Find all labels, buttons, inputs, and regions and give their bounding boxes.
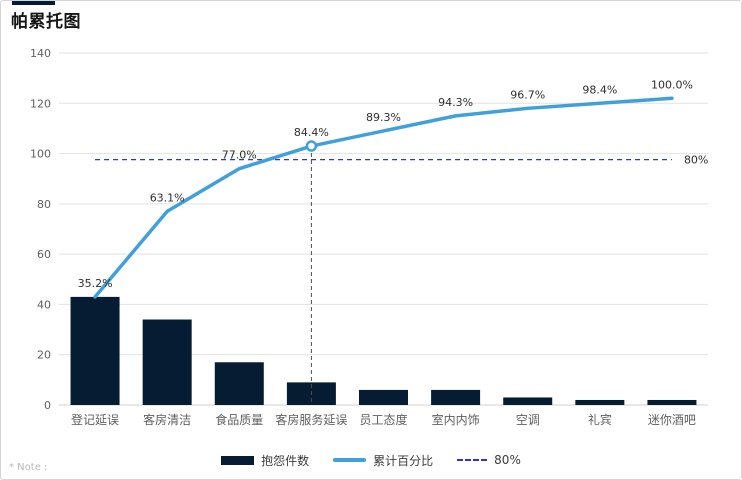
bar[interactable] bbox=[214, 362, 264, 405]
y-axis-tick-label: 100 bbox=[30, 148, 51, 161]
bar-swatch-icon bbox=[221, 455, 255, 465]
bar[interactable] bbox=[647, 399, 697, 405]
x-axis-category-label: 登记延误 bbox=[71, 412, 119, 427]
x-axis-category-label: 礼宾 bbox=[588, 412, 612, 427]
line-swatch-icon bbox=[333, 458, 367, 462]
y-axis-tick-label: 120 bbox=[30, 97, 51, 110]
x-axis-category-label: 室内内饰 bbox=[432, 412, 480, 427]
bar[interactable] bbox=[503, 397, 553, 405]
y-axis-tick-label: 40 bbox=[37, 298, 51, 311]
legend-label: 累计百分比 bbox=[373, 453, 434, 468]
line-marker[interactable] bbox=[305, 140, 318, 152]
reference-line-label: 80% bbox=[684, 154, 708, 167]
bar[interactable] bbox=[70, 296, 120, 405]
data-label: 63.1% bbox=[150, 191, 185, 204]
data-label: 94.3% bbox=[438, 96, 473, 109]
y-axis-tick-label: 60 bbox=[37, 248, 51, 261]
chart-legend: 抱怨件数 累计百分比 80% bbox=[1, 448, 741, 472]
cumulative-line bbox=[93, 96, 674, 299]
legend-item-cumulative-percent[interactable]: 累计百分比 bbox=[333, 452, 433, 469]
bar[interactable] bbox=[359, 389, 408, 405]
data-label: 77.0% bbox=[222, 149, 257, 162]
legend-label: 80% bbox=[494, 453, 521, 467]
y-axis-tick-label: 20 bbox=[37, 349, 51, 362]
bar[interactable] bbox=[142, 319, 192, 405]
data-label: 35.2% bbox=[78, 277, 113, 290]
y-axis-tick-label: 80 bbox=[37, 198, 51, 211]
x-axis-category-label: 迷你酒吧 bbox=[648, 413, 696, 427]
dash-swatch-icon bbox=[457, 459, 488, 461]
y-axis-tick-label: 0 bbox=[44, 399, 51, 412]
x-axis-category-label: 客房服务延误 bbox=[275, 412, 347, 427]
data-label: 96.7% bbox=[510, 88, 545, 101]
data-label: 98.4% bbox=[582, 83, 617, 96]
footnote: * Note : bbox=[9, 462, 48, 473]
y-axis-tick-label: 140 bbox=[30, 47, 51, 60]
data-label: 84.4% bbox=[294, 126, 329, 139]
legend-label: 抱怨件数 bbox=[261, 453, 310, 468]
data-label: 89.3% bbox=[366, 111, 401, 124]
x-axis-category-label: 客房清洁 bbox=[143, 412, 191, 427]
data-label: 100.0% bbox=[651, 78, 693, 91]
legend-item-complaint-count[interactable]: 抱怨件数 bbox=[221, 452, 309, 469]
x-axis-category-label: 员工态度 bbox=[359, 412, 407, 427]
x-axis-category-label: 食品质量 bbox=[215, 412, 263, 427]
x-axis-category-label: 空调 bbox=[516, 413, 540, 427]
bar[interactable] bbox=[575, 399, 625, 405]
legend-item-80-percent[interactable]: 80% bbox=[457, 453, 521, 467]
accent-strip bbox=[12, 1, 55, 5]
bar[interactable] bbox=[431, 389, 481, 405]
page-title: 帕累托图 bbox=[11, 12, 81, 32]
